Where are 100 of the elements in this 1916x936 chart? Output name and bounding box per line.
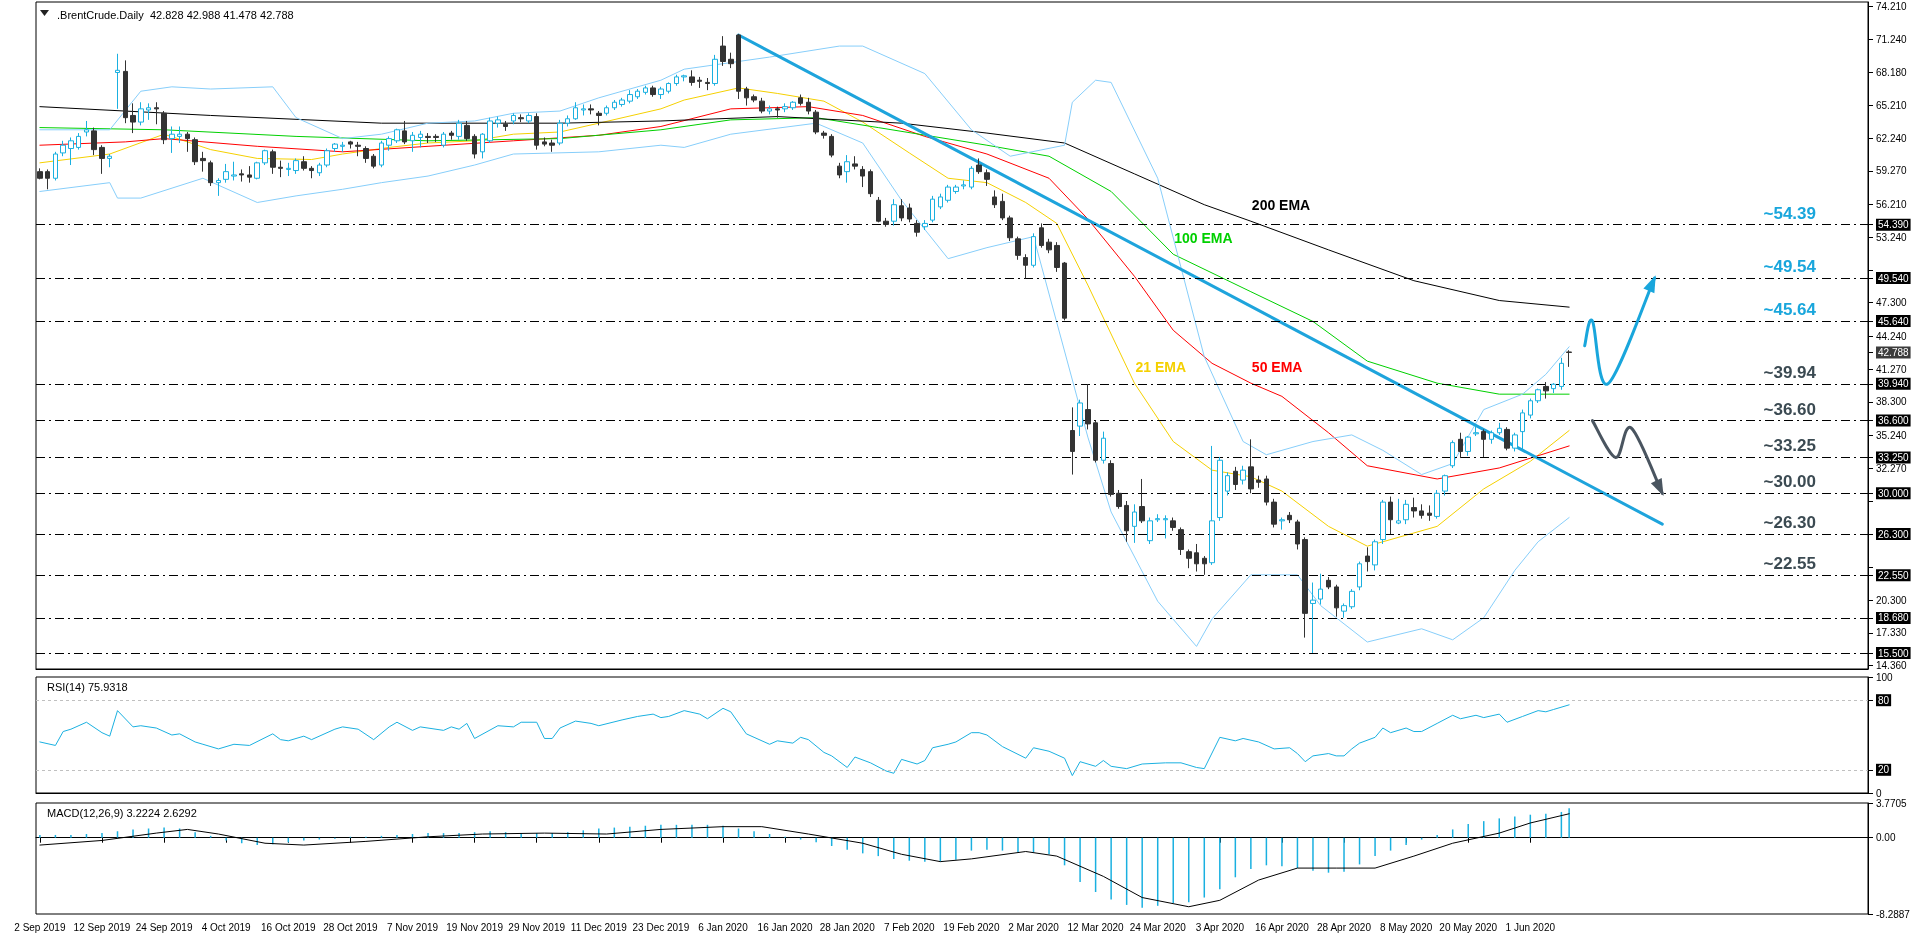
candlestick [844, 154, 850, 184]
x-tick-label: 16 Jan 2020 [757, 921, 814, 933]
x-tick-label: 29 Nov 2019 [508, 921, 566, 933]
line-series [39, 704, 1570, 777]
ref-line-label: ~45.64 [1763, 300, 1817, 320]
candlestick [689, 69, 695, 87]
candlestick [185, 131, 190, 153]
candlestick [1248, 438, 1254, 494]
x-tick-label: 28 Oct 2019 [323, 921, 379, 933]
candlestick [573, 101, 578, 121]
candlestick [177, 125, 182, 144]
candlestick [441, 131, 446, 148]
x-tick-label: 19 Feb 2020 [943, 921, 1000, 933]
candlestick [767, 105, 772, 115]
candlestick [130, 102, 136, 134]
y-tick-label: 26.300 [1878, 528, 1910, 540]
candlestick [1209, 445, 1215, 566]
x-tick-label: 2 Mar 2020 [1008, 921, 1060, 933]
candlestick [697, 76, 702, 89]
y-tick-label: 41.270 [1876, 363, 1908, 375]
candlestick [992, 189, 997, 209]
candlestick [1566, 349, 1572, 368]
y-tick-label: 15.500 [1878, 647, 1910, 659]
candlestick [782, 102, 788, 113]
candlestick [658, 86, 664, 100]
ref-line-label: ~54.39 [1763, 203, 1816, 223]
candlestick [386, 135, 392, 152]
y-tick-label: 0.00 [1876, 832, 1896, 844]
y-tick-label: 71.240 [1876, 33, 1908, 45]
candlestick [1357, 561, 1362, 591]
candlestick [650, 85, 656, 98]
candlestick [1139, 478, 1145, 524]
candlestick [1543, 381, 1549, 400]
candlestick [612, 99, 617, 111]
candlestick [1287, 511, 1292, 524]
candlestick [208, 160, 213, 187]
y-tick-label: 80 [1878, 694, 1890, 706]
candlestick [720, 35, 726, 67]
candlestick [1380, 499, 1386, 545]
candlestick [487, 117, 493, 144]
candlestick [317, 162, 322, 177]
candlestick [581, 103, 586, 116]
y-tick-label: 32.270 [1876, 462, 1908, 474]
series-label: 50 EMA [1251, 359, 1303, 376]
x-tick-label: 23 Dec 2019 [632, 921, 690, 933]
y-tick-label: 20 [1878, 764, 1890, 776]
candlestick [379, 140, 384, 168]
candlestick [1434, 489, 1440, 520]
candlestick [425, 132, 431, 144]
candlestick [1341, 602, 1347, 619]
candlestick [1372, 539, 1378, 571]
series-label: 200 EMA [1251, 197, 1311, 214]
y-tick-label: 65.210 [1876, 99, 1908, 111]
x-tick-label: 24 Mar 2020 [1129, 921, 1187, 933]
candlestick [1442, 474, 1448, 496]
candlestick [495, 116, 501, 129]
candlestick [798, 94, 803, 107]
candlestick [270, 149, 276, 175]
candlestick [301, 155, 307, 172]
y-tick-label: 3.7705 [1876, 797, 1908, 809]
candlestick [1225, 471, 1230, 496]
candlestick [1302, 536, 1308, 639]
candlestick [1178, 526, 1184, 556]
candlestick [1077, 399, 1083, 437]
candlestick [1458, 432, 1463, 459]
y-tick-label: 59.270 [1876, 165, 1908, 177]
candlestick [736, 33, 741, 100]
candlestick [806, 97, 811, 115]
candlestick [674, 74, 679, 87]
candlestick [68, 136, 74, 166]
candlestick [1279, 517, 1285, 531]
x-tick-label: 12 Mar 2020 [1067, 921, 1125, 933]
candlestick [1217, 456, 1223, 522]
candlestick [883, 217, 889, 228]
candlestick [1116, 489, 1122, 510]
candlestick [1163, 514, 1168, 539]
candlestick [348, 140, 353, 150]
candlestick [1155, 513, 1160, 523]
candlestick [1070, 406, 1075, 476]
candlestick [410, 131, 415, 153]
candlestick [511, 112, 516, 125]
candlestick [526, 112, 532, 124]
y-tick-label: 44.240 [1876, 330, 1908, 342]
y-tick-label: 54.390 [1878, 219, 1910, 231]
candlestick [480, 132, 485, 159]
candlestick [945, 184, 951, 203]
candlestick [60, 140, 66, 157]
candlestick [278, 160, 283, 178]
candlestick [503, 120, 508, 132]
candlestick [635, 88, 640, 100]
candlestick [1504, 426, 1510, 451]
ref-line-label: ~30.00 [1763, 472, 1816, 492]
x-tick-label: 28 Apr 2020 [1317, 921, 1372, 933]
candlestick [549, 139, 555, 153]
candlestick [99, 144, 105, 175]
y-tick-label: 35.240 [1876, 430, 1908, 442]
x-tick-label: 1 Jun 2020 [1505, 921, 1556, 933]
candlestick [472, 133, 477, 159]
chart-title: RSI(14) 75.9318 [47, 680, 128, 693]
candlestick [332, 142, 338, 153]
